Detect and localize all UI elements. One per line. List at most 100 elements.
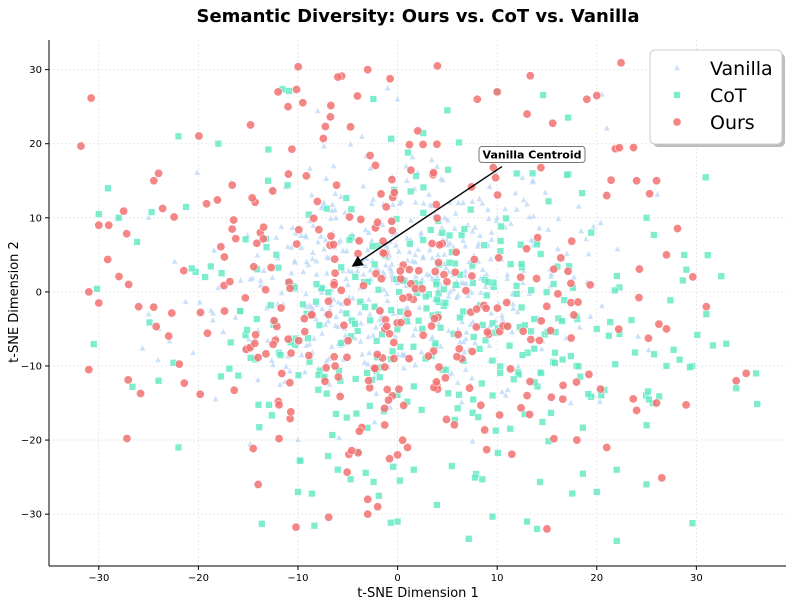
data-point-ours [330, 254, 340, 264]
data-point-cot [533, 525, 541, 533]
data-point-vanilla [488, 229, 495, 235]
data-point-vanilla [472, 339, 478, 346]
data-point-vanilla [366, 349, 373, 356]
data-point-vanilla [318, 289, 325, 295]
data-point-vanilla [358, 320, 364, 326]
data-point-cot [523, 517, 531, 526]
data-point-ours [285, 283, 295, 293]
data-point-ours [249, 262, 259, 272]
data-point-vanilla [325, 318, 331, 324]
data-point-vanilla [443, 264, 449, 271]
data-point-cot [453, 404, 462, 412]
data-point-ours [274, 400, 284, 410]
data-point-vanilla [502, 205, 509, 212]
data-point-ours [385, 454, 395, 464]
data-point-vanilla [362, 262, 369, 269]
data-point-ours [549, 264, 559, 274]
data-point-vanilla [145, 214, 152, 221]
data-point-vanilla [410, 332, 417, 338]
data-point-cot [613, 466, 621, 474]
data-point-ours [526, 335, 536, 345]
data-point-cot [579, 423, 587, 432]
data-point-ours [403, 309, 413, 319]
data-point-cot [345, 236, 354, 244]
data-point-vanilla [614, 245, 621, 252]
legend-marker-vanilla [674, 64, 680, 71]
data-point-cot [95, 210, 103, 218]
data-point-ours [382, 321, 392, 331]
data-point-ours [330, 361, 340, 371]
data-point-ours [283, 102, 293, 112]
data-point-vanilla [345, 267, 352, 274]
data-point-cot [497, 222, 505, 231]
data-point-ours [195, 307, 205, 317]
data-point-cot [414, 317, 423, 325]
data-point-cot [128, 383, 137, 391]
data-point-cot [611, 286, 619, 295]
legend-label-cot: CoT [710, 85, 747, 107]
data-point-vanilla [504, 386, 511, 393]
data-point-vanilla [371, 418, 378, 425]
data-point-vanilla [382, 262, 389, 268]
data-point-ours [274, 434, 284, 444]
data-point-ours [268, 339, 278, 349]
data-point-vanilla [504, 275, 511, 282]
data-point-cot [488, 356, 497, 365]
data-point-vanilla [437, 343, 444, 349]
data-point-cot [236, 307, 244, 315]
data-point-ours [449, 420, 459, 430]
data-point-vanilla [590, 223, 597, 229]
data-point-cot [147, 208, 156, 216]
data-point-ours [493, 190, 503, 200]
data-point-ours [558, 394, 568, 404]
data-point-ours [465, 383, 475, 393]
data-point-cot [393, 517, 402, 526]
data-point-vanilla [504, 271, 511, 278]
data-point-ours [628, 394, 638, 404]
data-point-vanilla [554, 245, 561, 252]
data-point-vanilla [509, 328, 515, 335]
data-point-cot [505, 342, 514, 350]
data-point-cot [433, 295, 441, 304]
data-point-cot [410, 466, 418, 474]
data-point-vanilla [418, 349, 425, 355]
data-point-ours [404, 265, 414, 275]
data-point-ours [616, 58, 626, 68]
data-point-ours [307, 310, 317, 320]
data-point-vanilla [190, 349, 197, 356]
data-point-ours [202, 328, 212, 338]
data-point-ours [318, 134, 328, 144]
data-point-cot [563, 171, 571, 179]
data-point-vanilla [510, 305, 516, 312]
data-point-ours [246, 120, 256, 130]
data-point-vanilla [502, 392, 509, 398]
data-point-ours [435, 240, 445, 250]
data-point-ours [431, 377, 441, 387]
data-point-ours [363, 509, 373, 519]
data-point-vanilla [278, 223, 285, 230]
data-point-cot [396, 308, 404, 316]
data-point-ours [432, 61, 442, 71]
data-point-ours [450, 267, 460, 277]
data-point-vanilla [343, 247, 350, 254]
data-point-vanilla [488, 310, 495, 316]
data-point-cot [536, 369, 545, 377]
data-point-ours [277, 369, 287, 379]
data-point-cot [431, 339, 440, 347]
points-layer [76, 58, 761, 545]
data-point-vanilla [555, 215, 562, 222]
data-point-cot [267, 301, 275, 309]
data-point-ours [522, 391, 532, 401]
data-point-ours [432, 139, 442, 149]
data-point-cot [407, 187, 415, 196]
data-point-vanilla [329, 201, 336, 207]
data-point-cot [702, 173, 710, 181]
data-point-vanilla [404, 257, 411, 263]
data-point-vanilla [635, 333, 641, 339]
data-point-vanilla [513, 206, 520, 212]
data-point-vanilla [309, 255, 316, 262]
data-point-vanilla [257, 277, 264, 283]
data-point-vanilla [493, 217, 500, 224]
data-point-cot [225, 365, 234, 373]
data-point-cot [455, 138, 463, 147]
